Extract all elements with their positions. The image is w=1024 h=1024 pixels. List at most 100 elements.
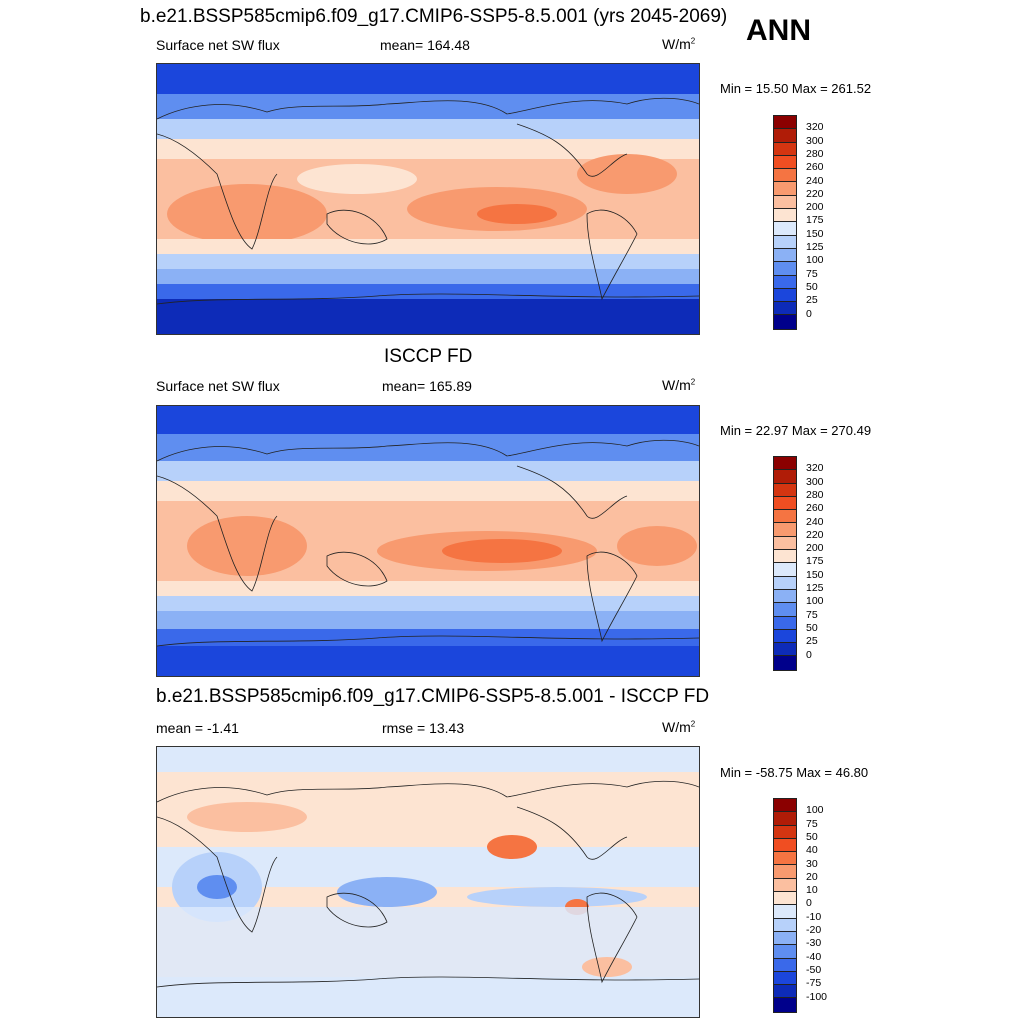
panel1-colorbar-tick-label: 25 <box>806 294 818 307</box>
panel1-map <box>156 63 700 335</box>
panel3-units: W/m2 <box>662 719 696 735</box>
panel3-colorbar-tick-label: -75 <box>806 977 822 990</box>
panel3-colorbar-swatch <box>774 958 796 972</box>
panel3-colorbar <box>773 798 797 1013</box>
panel1-colorbar-swatch <box>774 142 796 156</box>
panel3-mean-label: mean = -1.41 <box>156 720 239 736</box>
panel3-colorbar-swatch <box>774 825 796 839</box>
panel2-colorbar-swatch <box>774 629 796 644</box>
panel3-colorbar-swatch <box>774 838 796 853</box>
panel2-colorbar-tick-label: 280 <box>806 488 824 501</box>
panel3-colorbar-tick-label: 30 <box>806 857 818 870</box>
panel2-colorbar-swatch <box>774 510 796 524</box>
panel2-colorbar-swatch <box>774 643 796 657</box>
panel3-colorbar-tick-label: 20 <box>806 870 818 883</box>
panel1-colorbar-tick-label: 0 <box>806 307 812 320</box>
panel3-colorbar-tick-label: -50 <box>806 963 822 976</box>
panel1-colorbar-tick-label: 175 <box>806 214 824 227</box>
panel2-colorbar-tick-label: 220 <box>806 528 824 541</box>
panel3-colorbar-tick-label: 100 <box>806 804 824 817</box>
panel1-colorbar-swatch <box>774 169 796 183</box>
panel2-colorbar <box>773 456 797 671</box>
panel2-colorbar-swatch <box>774 470 796 484</box>
panel2-map <box>156 405 700 677</box>
panel1-colorbar-tick-label: 240 <box>806 174 824 187</box>
panel1-colorbar-tick-label: 320 <box>806 121 824 134</box>
panel2-colorbar-swatch <box>774 589 796 604</box>
panel2-colorbar-tick-label: 125 <box>806 582 824 594</box>
panel3-colorbar-swatch <box>774 945 796 959</box>
panel2-colorbar-swatch <box>774 536 796 551</box>
panel1-minmax: Min = 15.50 Max = 261.52 <box>720 81 872 96</box>
panel3-colorbar-tick-label: -100 <box>806 990 828 1003</box>
panel3-colorbar-swatch <box>774 918 796 932</box>
panel2-colorbar-swatch <box>774 550 796 564</box>
panel3-colorbar-swatch <box>774 878 796 893</box>
panel1-colorbar <box>773 115 797 330</box>
panel3-colorbar-tick-label: -40 <box>806 950 822 963</box>
panel3-colorbar-tick-label: 0 <box>806 897 812 910</box>
panel3-colorbar-tick-label: -30 <box>806 937 822 950</box>
panel1-colorbar-swatch <box>774 248 796 263</box>
panel3-colorbar-swatch <box>774 985 796 999</box>
panel1-colorbar-tick-label: 200 <box>806 201 824 214</box>
panel1-colorbar-swatch <box>774 129 796 143</box>
panel3-colorbar-tick-label: 75 <box>806 817 818 830</box>
panel2-colorbar-tick-label: 100 <box>806 595 824 608</box>
panel2-colorbar-swatch <box>774 656 796 670</box>
panel1-left-label: Surface net SW flux <box>156 37 280 53</box>
panel3-colorbar-swatch <box>774 865 796 879</box>
panel1-colorbar-tick-label: 100 <box>806 254 824 267</box>
panel1-colorbar-tick-label: 150 <box>806 227 824 240</box>
panel2-colorbar-swatch <box>774 576 796 590</box>
panel2-colorbar-tick-label: 0 <box>806 648 812 661</box>
panel3-colorbar-tick-label: 50 <box>806 830 818 843</box>
panel2-colorbar-tick-label: 200 <box>806 542 824 555</box>
panel1-colorbar-swatch <box>774 155 796 170</box>
panel2-minmax: Min = 22.97 Max = 270.49 <box>720 423 872 438</box>
panel3-colorbar-swatch <box>774 852 796 866</box>
panel1-map-field <box>157 64 699 334</box>
panel1-colorbar-swatch <box>774 182 796 196</box>
panel3-colorbar-swatch <box>774 998 796 1012</box>
panel2-colorbar-tick-label: 300 <box>806 475 824 488</box>
panel1-colorbar-swatch <box>774 302 796 316</box>
panel3-map <box>156 746 700 1018</box>
panel1-colorbar-tick-label: 75 <box>806 267 818 280</box>
panel3-colorbar-swatch <box>774 812 796 826</box>
panel3-rmse-label: rmse = 13.43 <box>382 720 465 736</box>
panel3-map-field <box>157 747 699 1017</box>
panel2-units: W/m2 <box>662 377 696 393</box>
panel2-title: ISCCP FD <box>384 346 473 367</box>
panel1-colorbar-tick-label: 50 <box>806 280 818 293</box>
panel2-colorbar-swatch <box>774 603 796 617</box>
panel1-colorbar-swatch <box>774 195 796 210</box>
panel1-mean-label: mean= 164.48 <box>380 37 470 53</box>
panel1-colorbar-swatch <box>774 209 796 223</box>
panel1-colorbar-tick-label: 260 <box>806 161 824 174</box>
panel1-colorbar-swatch <box>774 288 796 303</box>
panel2-mean-label: mean= 165.89 <box>382 378 472 394</box>
panel2-colorbar-swatch <box>774 496 796 511</box>
panel1-colorbar-tick-label: 125 <box>806 241 824 253</box>
panel1-colorbar-tick-label: 280 <box>806 147 824 160</box>
panel1-colorbar-tick-label: 300 <box>806 134 824 147</box>
panel2-colorbar-tick-label: 260 <box>806 502 824 515</box>
panel2-colorbar-swatch <box>774 483 796 497</box>
season-label: ANN <box>746 14 811 47</box>
panel3-colorbar-tick-label: -20 <box>806 924 822 936</box>
panel1-colorbar-swatch <box>774 235 796 249</box>
panel2-colorbar-tick-label: 25 <box>806 635 818 648</box>
panel1-colorbar-tick-label: 220 <box>806 187 824 200</box>
panel2-colorbar-swatch <box>774 616 796 630</box>
panel3-title: b.e21.BSSP585cmip6.f09_g17.CMIP6-SSP5-8.… <box>156 686 710 707</box>
panel2-colorbar-tick-label: 320 <box>806 462 824 475</box>
main-title: b.e21.BSSP585cmip6.f09_g17.CMIP6-SSP5-8.… <box>140 6 728 27</box>
panel2-colorbar-tick-label: 150 <box>806 568 824 581</box>
panel2-colorbar-tick-label: 75 <box>806 608 818 621</box>
panel3-colorbar-swatch <box>774 931 796 946</box>
panel3-colorbar-tick-label: -10 <box>806 910 822 923</box>
panel1-colorbar-swatch <box>774 315 796 329</box>
panel3-colorbar-swatch <box>774 905 796 919</box>
panel2-colorbar-tick-label: 240 <box>806 515 824 528</box>
